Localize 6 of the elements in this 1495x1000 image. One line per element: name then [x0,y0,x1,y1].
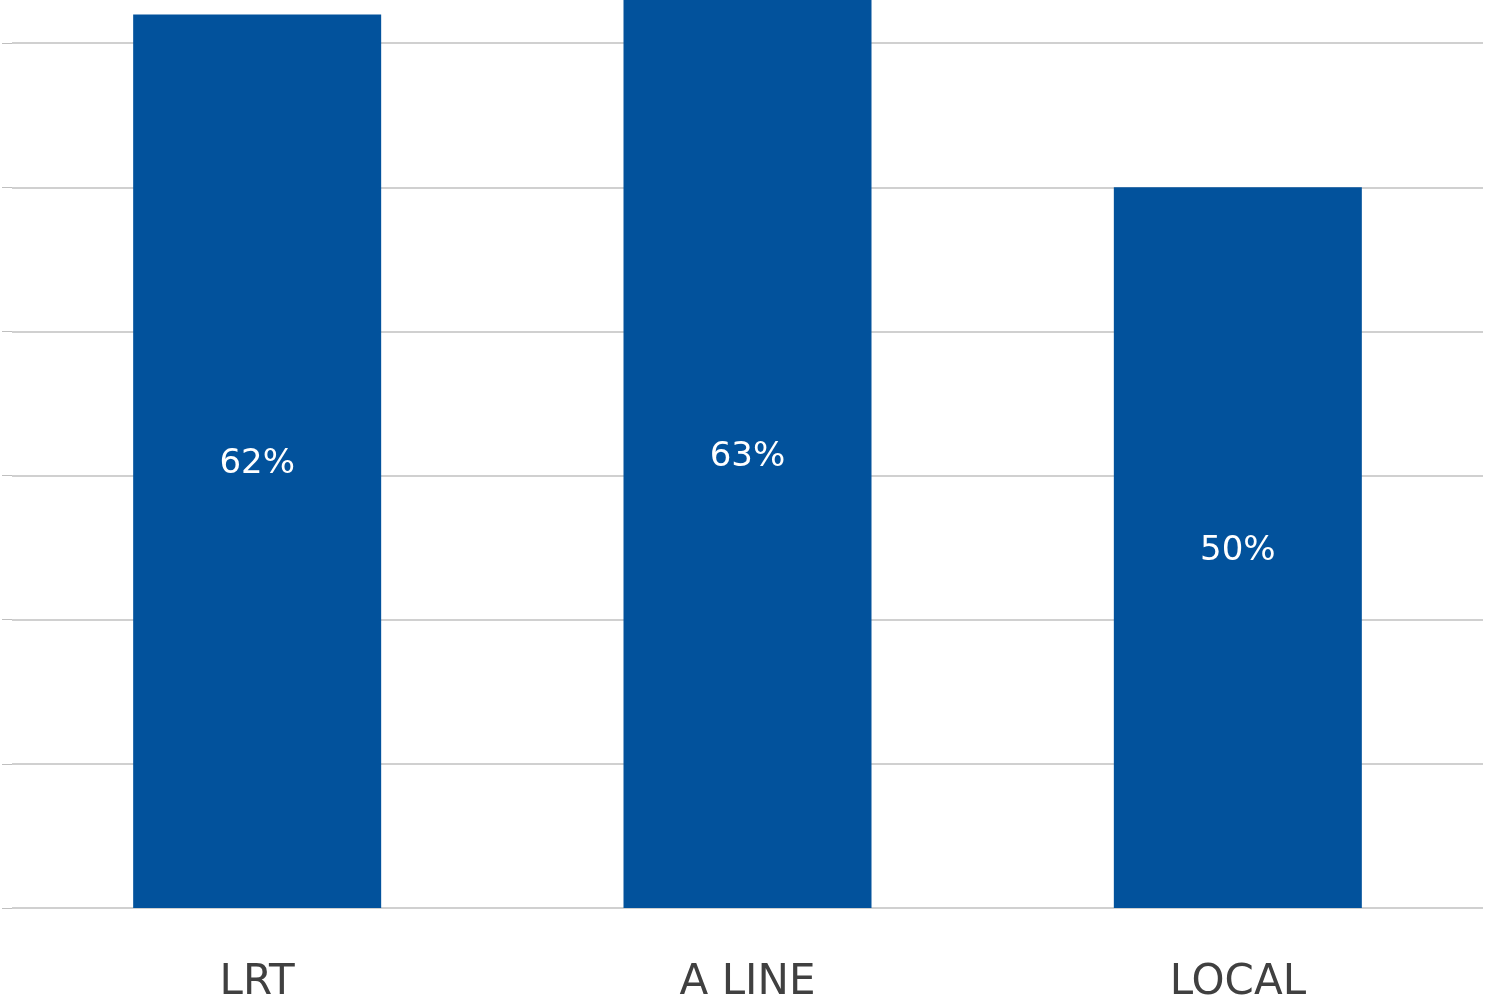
x-tick-label: LOCAL [1169,954,1307,1000]
x-tick-label: A LINE [679,954,816,1000]
data-label: 50% [1200,527,1276,568]
x-tick-label: LRT [219,954,296,1000]
data-label: 62% [219,441,295,482]
data-label: 63% [709,434,786,474]
